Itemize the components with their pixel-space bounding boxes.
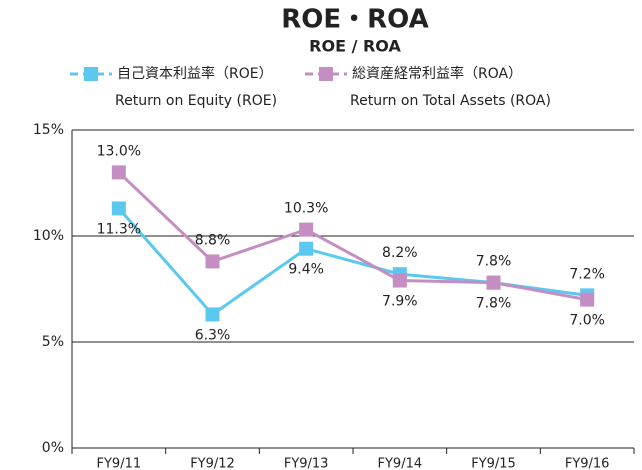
y-tick-label: 0% — [42, 440, 64, 456]
data-label: 11.3% — [97, 221, 141, 237]
data-label: 9.4% — [288, 262, 324, 278]
point-marker — [580, 292, 595, 307]
legend-sublabel: Return on Equity (ROE) — [115, 93, 277, 109]
data-label: 7.2% — [569, 266, 605, 282]
point-marker — [111, 165, 126, 180]
point-marker — [392, 273, 407, 288]
x-tick-label: FY9/14 — [378, 457, 423, 470]
point-marker — [299, 222, 314, 237]
data-label: 8.8% — [195, 232, 231, 248]
data-label: 7.8% — [476, 296, 512, 312]
data-label: 10.3% — [284, 201, 328, 217]
legend-label: 自己資本利益率（ROE） — [117, 65, 273, 82]
y-tick-label: 10% — [33, 228, 64, 244]
data-label: 7.9% — [382, 294, 418, 310]
y-tick-label: 15% — [33, 122, 64, 138]
data-label: 6.3% — [195, 327, 231, 343]
point-marker — [205, 254, 220, 269]
point-marker — [111, 201, 126, 216]
x-tick-label: FY9/13 — [284, 457, 329, 470]
point-marker — [205, 307, 220, 322]
legend-label: 総資産経常利益率（ROA） — [352, 65, 522, 82]
y-tick-label: 5% — [42, 334, 64, 350]
x-tick-label: FY9/15 — [471, 457, 516, 470]
data-label: 8.2% — [382, 245, 418, 261]
x-tick-label: FY9/11 — [97, 457, 142, 470]
data-label: 7.0% — [569, 313, 605, 329]
series-line — [117, 171, 588, 302]
legend-marker — [319, 67, 333, 81]
legend-marker — [84, 67, 98, 81]
data-label: 13.0% — [97, 143, 141, 159]
point-marker — [486, 275, 501, 290]
legend-sublabel: Return on Total Assets (ROA) — [350, 93, 551, 109]
point-marker — [299, 241, 314, 256]
x-tick-label: FY9/12 — [190, 457, 235, 470]
chart-title: ROE・ROA — [281, 5, 428, 35]
chart-subtitle: ROE / ROA — [309, 37, 401, 56]
series-line — [117, 207, 588, 317]
x-tick-label: FY9/16 — [565, 457, 610, 470]
data-label: 7.8% — [476, 254, 512, 270]
